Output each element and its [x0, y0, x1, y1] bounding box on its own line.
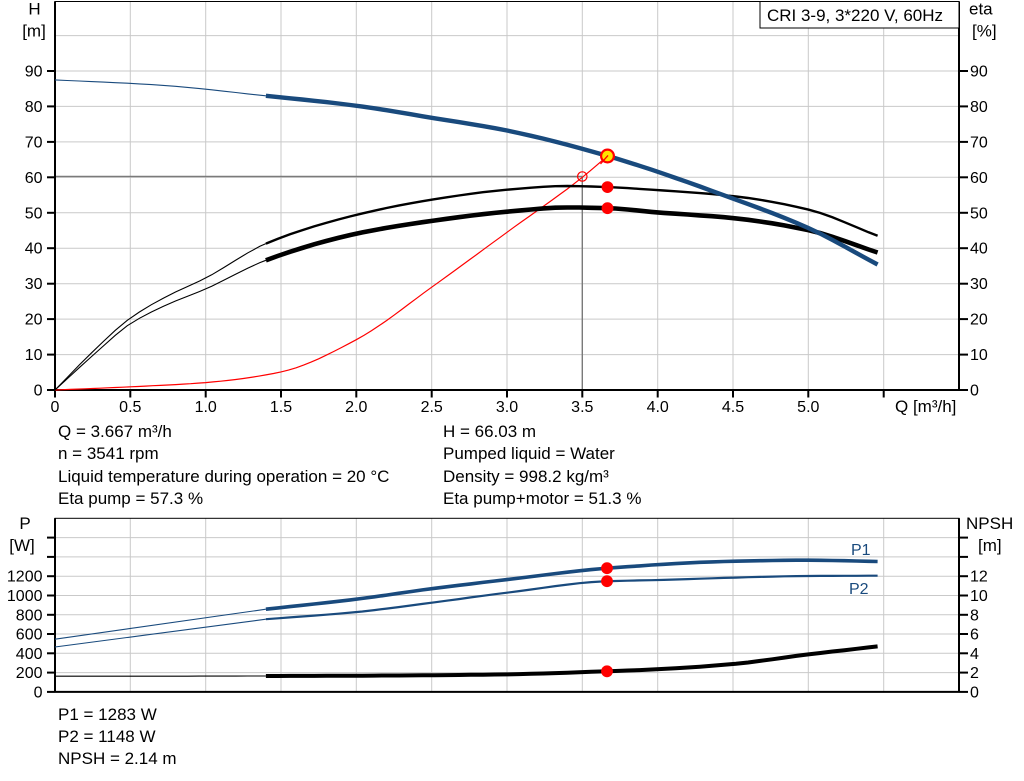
svg-text:80: 80 — [970, 99, 988, 116]
svg-text:70: 70 — [970, 134, 988, 151]
svg-text:Eta pump = 57.3 %: Eta pump = 57.3 % — [58, 489, 203, 508]
svg-text:Q = 3.667 m³/h: Q = 3.667 m³/h — [58, 422, 172, 441]
svg-text:0: 0 — [34, 383, 43, 400]
svg-text:5.0: 5.0 — [797, 399, 819, 416]
svg-text:200: 200 — [16, 665, 43, 682]
svg-text:Density = 998.2 kg/m³: Density = 998.2 kg/m³ — [443, 467, 609, 486]
svg-text:H = 66.03 m: H = 66.03 m — [443, 422, 536, 441]
svg-text:0: 0 — [970, 383, 979, 400]
svg-text:90: 90 — [970, 64, 988, 81]
svg-text:[m]: [m] — [978, 536, 1002, 555]
svg-text:3.5: 3.5 — [571, 399, 593, 416]
svg-text:3.0: 3.0 — [496, 399, 518, 416]
svg-text:50: 50 — [970, 205, 988, 222]
svg-text:CRI 3-9, 3*220 V, 60Hz: CRI 3-9, 3*220 V, 60Hz — [767, 6, 943, 25]
svg-text:20: 20 — [970, 312, 988, 329]
svg-text:eta: eta — [969, 0, 993, 19]
svg-text:Liquid temperature during oper: Liquid temperature during operation = 20… — [58, 467, 389, 486]
svg-text:P: P — [19, 514, 30, 533]
svg-text:2.0: 2.0 — [345, 399, 367, 416]
svg-text:[W]: [W] — [9, 536, 35, 555]
svg-text:12: 12 — [970, 569, 988, 586]
svg-text:0: 0 — [51, 399, 60, 416]
svg-text:P1 = 1283 W: P1 = 1283 W — [58, 705, 157, 724]
svg-text:10: 10 — [25, 347, 43, 364]
svg-text:50: 50 — [25, 205, 43, 222]
svg-text:40: 40 — [25, 241, 43, 258]
svg-text:600: 600 — [16, 627, 43, 644]
svg-text:2.5: 2.5 — [421, 399, 443, 416]
svg-text:4.5: 4.5 — [722, 399, 744, 416]
svg-text:P2 = 1148 W: P2 = 1148 W — [58, 727, 156, 746]
svg-text:0.5: 0.5 — [119, 399, 141, 416]
svg-text:NPSH: NPSH — [966, 514, 1013, 533]
svg-text:0: 0 — [34, 684, 43, 701]
svg-text:Q [m³/h]: Q [m³/h] — [895, 397, 956, 416]
svg-text:6: 6 — [970, 627, 979, 644]
svg-text:400: 400 — [16, 646, 43, 663]
svg-text:30: 30 — [970, 276, 988, 293]
svg-text:10: 10 — [970, 588, 988, 605]
svg-text:4.0: 4.0 — [647, 399, 669, 416]
svg-text:2: 2 — [970, 665, 979, 682]
svg-text:80: 80 — [25, 99, 43, 116]
svg-text:Eta pump+motor = 51.3 %: Eta pump+motor = 51.3 % — [443, 489, 641, 508]
svg-text:1200: 1200 — [7, 569, 43, 586]
svg-text:8: 8 — [970, 607, 979, 624]
svg-text:P1: P1 — [851, 542, 871, 559]
svg-text:[%]: [%] — [972, 22, 997, 41]
svg-text:NPSH = 2.14 m: NPSH = 2.14 m — [58, 749, 177, 768]
svg-text:n = 3541 rpm: n = 3541 rpm — [58, 444, 159, 463]
svg-text:4: 4 — [970, 646, 979, 663]
svg-text:1.5: 1.5 — [270, 399, 292, 416]
svg-text:H: H — [28, 0, 40, 19]
svg-text:90: 90 — [25, 64, 43, 81]
svg-text:10: 10 — [970, 347, 988, 364]
svg-text:1.0: 1.0 — [195, 399, 217, 416]
svg-text:0: 0 — [970, 684, 979, 701]
svg-text:800: 800 — [16, 607, 43, 624]
svg-text:1000: 1000 — [7, 588, 43, 605]
svg-text:30: 30 — [25, 276, 43, 293]
svg-text:40: 40 — [970, 241, 988, 258]
svg-text:[m]: [m] — [22, 22, 46, 41]
svg-text:Pumped liquid = Water: Pumped liquid = Water — [443, 444, 615, 463]
svg-text:70: 70 — [25, 134, 43, 151]
svg-text:P2: P2 — [849, 581, 869, 598]
svg-text:20: 20 — [25, 312, 43, 329]
svg-text:60: 60 — [970, 170, 988, 187]
svg-text:60: 60 — [25, 170, 43, 187]
